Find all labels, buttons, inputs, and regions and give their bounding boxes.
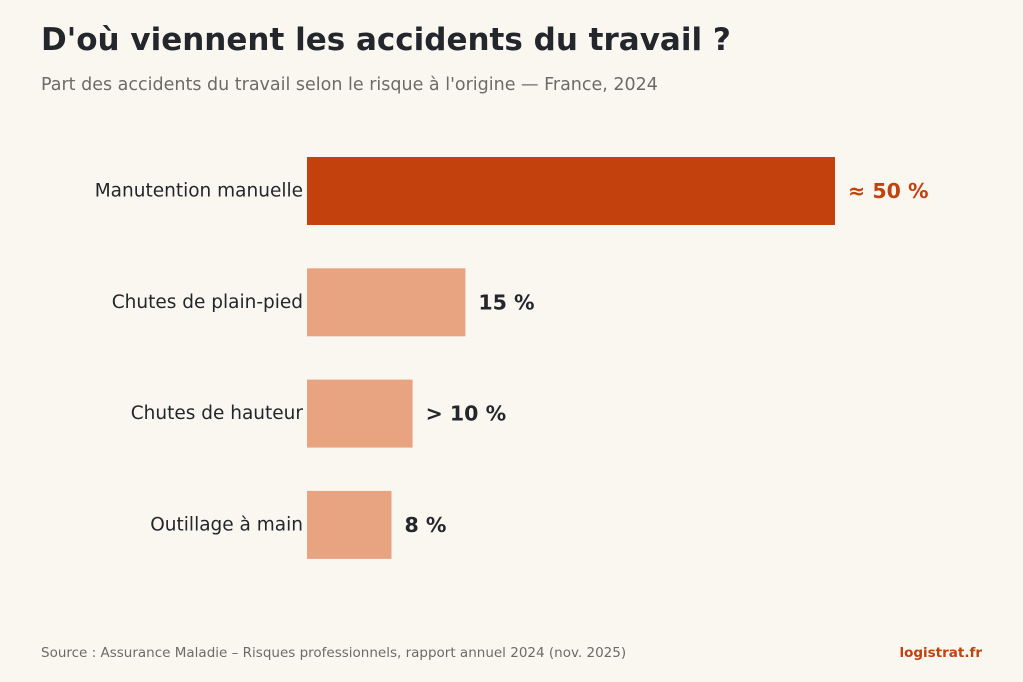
- category-label: Chutes de plain-pied: [112, 292, 303, 313]
- bar: [307, 157, 835, 225]
- category-label: Outillage à main: [150, 514, 303, 535]
- bar: [307, 268, 466, 337]
- value-label: > 10 %: [426, 402, 507, 426]
- value-label: ≈ 50 %: [848, 179, 929, 203]
- bar: [307, 379, 413, 448]
- brand-link[interactable]: logistrat.fr: [899, 645, 982, 661]
- category-label: Chutes de hauteur: [131, 403, 304, 424]
- value-label: 15 %: [478, 290, 534, 314]
- bar: [307, 490, 392, 559]
- value-label: 8 %: [404, 513, 446, 537]
- category-label: Manutention manuelle: [95, 181, 303, 202]
- chart-title: D'où viennent les accidents du travail ?: [41, 22, 731, 58]
- source-note: Source : Assurance Maladie – Risques pro…: [41, 645, 627, 661]
- chart-subtitle: Part des accidents du travail selon le r…: [41, 75, 658, 95]
